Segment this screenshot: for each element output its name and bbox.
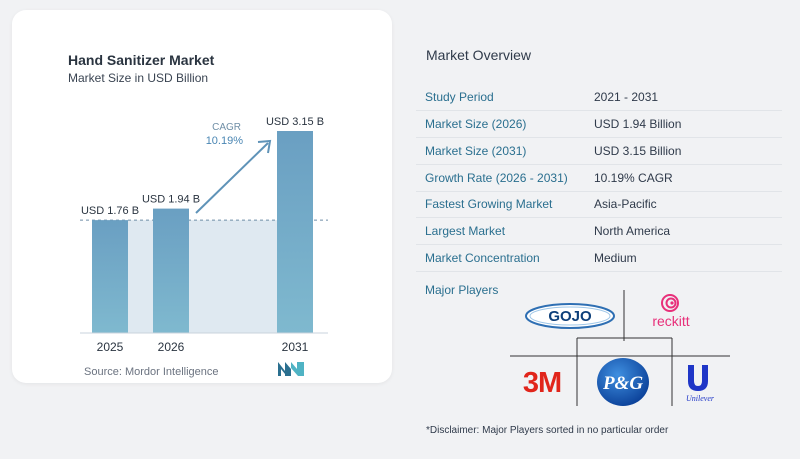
overview-row-label: Largest Market bbox=[425, 224, 506, 238]
overview-row-value: Asia-Pacific bbox=[594, 197, 657, 211]
reckitt-logo-text: reckitt bbox=[652, 313, 689, 329]
overview-row-label: Market Size (2031) bbox=[425, 144, 527, 158]
unilever-logo: Unilever bbox=[682, 363, 722, 408]
bar-chart: USD 1.76 B 2025 USD 1.94 B 2026 USD 3.15 B 20… bbox=[80, 116, 328, 354]
overview-row-label: Study Period bbox=[425, 90, 494, 104]
mordor-intelligence-icon bbox=[278, 362, 304, 376]
overview-row-value: 2021 - 2031 bbox=[594, 90, 659, 104]
chart-subtitle: Market Size in USD Billion bbox=[68, 71, 209, 85]
chart-title: Hand Sanitizer Market bbox=[68, 52, 215, 68]
overview-row: Largest Market North America bbox=[416, 218, 782, 245]
overview-row: Fastest Growing Market Asia-Pacific bbox=[416, 191, 782, 218]
baseline-shade bbox=[92, 220, 313, 333]
cagr-label: CAGR bbox=[212, 122, 241, 133]
overview-row-value: North America bbox=[594, 224, 671, 238]
overview-row-value: 10.19% CAGR bbox=[594, 171, 673, 185]
3m-logo-text: 3M bbox=[523, 367, 561, 395]
data-label-2031: USD 3.15 B bbox=[266, 116, 324, 128]
cagr-arrow-head bbox=[257, 139, 272, 154]
overview-row-value: USD 3.15 Billion bbox=[594, 144, 682, 158]
3m-logo: 3M bbox=[514, 367, 570, 400]
pg-logo-text: P&G bbox=[602, 373, 643, 394]
x-tick-2031: 2031 bbox=[282, 340, 309, 354]
bar-2031 bbox=[277, 131, 313, 333]
source-note: Source: Mordor Intelligence bbox=[84, 366, 219, 378]
overview-row: Market Size (2031) USD 3.15 Billion bbox=[416, 138, 782, 165]
players-grid bbox=[510, 290, 730, 406]
disclaimer: *Disclaimer: Major Players sorted in no … bbox=[426, 425, 669, 436]
gojo-logo-text: GOJO bbox=[548, 308, 592, 325]
cagr-value: 10.19% bbox=[206, 135, 244, 147]
overview-row: Growth Rate (2026 - 2031) 10.19% CAGR bbox=[416, 165, 782, 192]
overview-row: Market Size (2026) USD 1.94 Billion bbox=[416, 111, 782, 138]
data-label-2025: USD 1.76 B bbox=[81, 205, 139, 217]
overview-row: Market Concentration Medium bbox=[416, 245, 782, 272]
overview-row-label: Growth Rate (2026 - 2031) bbox=[425, 171, 568, 185]
pg-logo: P&G bbox=[595, 356, 651, 413]
overview-row: Study Period 2021 - 2031 bbox=[416, 84, 782, 111]
market-overview-title: Market Overview bbox=[426, 47, 532, 63]
gojo-logo: GOJO bbox=[524, 302, 616, 335]
overview-row-value: USD 1.94 Billion bbox=[594, 117, 682, 131]
major-players-title: Major Players bbox=[425, 283, 499, 297]
overview-row-label: Market Size (2026) bbox=[425, 117, 527, 131]
overview-row-label: Market Concentration bbox=[425, 251, 540, 265]
cagr-arrow-line bbox=[195, 142, 269, 214]
bar-2025 bbox=[92, 220, 128, 333]
x-tick-2026: 2026 bbox=[158, 340, 185, 354]
overview-row-value: Medium bbox=[594, 251, 637, 265]
unilever-logo-text: Unilever bbox=[686, 394, 715, 403]
overview-row-label: Fastest Growing Market bbox=[425, 197, 553, 211]
data-label-2026: USD 1.94 B bbox=[142, 194, 200, 206]
x-tick-2025: 2025 bbox=[97, 340, 124, 354]
reckitt-logo: reckitt bbox=[640, 293, 702, 336]
bar-2026 bbox=[153, 208, 189, 333]
